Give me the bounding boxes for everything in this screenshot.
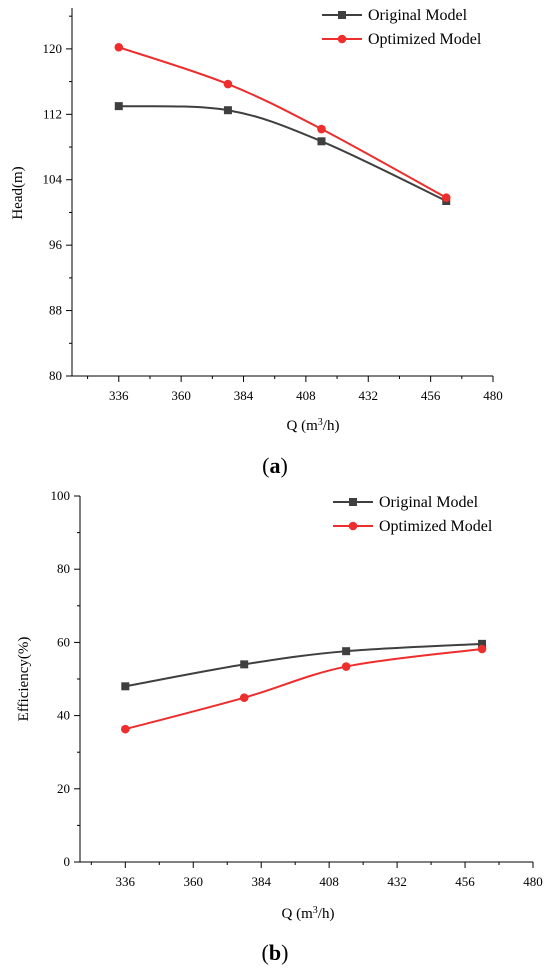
legend-label: Optimized Model	[368, 31, 482, 48]
data-point-original	[114, 102, 123, 111]
head-chart-xlabel: Q (m3/h)	[287, 417, 340, 435]
legend-label: Original Model	[368, 7, 468, 24]
x-tick-label: 480	[483, 388, 503, 403]
y-tick-label: 0	[64, 854, 71, 869]
y-tick-label: 96	[49, 237, 63, 252]
y-tick-label: 80	[57, 561, 70, 576]
data-point-optimized	[114, 42, 124, 52]
x-tick-label: 456	[421, 388, 441, 403]
x-tick-label: 336	[116, 874, 136, 889]
legend-marker	[337, 34, 347, 44]
x-tick-label: 360	[184, 874, 204, 889]
x-tick-label: 408	[319, 874, 339, 889]
head-chart-legend: Original Model Optimized Model	[322, 7, 482, 48]
series-line-original	[125, 642, 483, 688]
legend-marker	[349, 498, 357, 506]
head-chart-axes: 80 88 96 104 112 120 336 360 384 408 432 456 480	[43, 8, 503, 403]
x-tick-label: 456	[455, 874, 475, 889]
y-tick-label: 112	[43, 106, 62, 121]
data-point-optimized	[441, 193, 451, 203]
y-tick-label: 20	[57, 781, 70, 796]
head-chart-ylabel: Head(m)	[10, 166, 26, 219]
head-chart-series	[114, 42, 451, 205]
x-tick-label: 480	[523, 874, 543, 889]
x-tick-label: 360	[171, 388, 191, 403]
data-point-original	[121, 682, 130, 691]
series-line-optimized	[125, 647, 483, 731]
data-point-optimized	[121, 724, 130, 734]
efficiency-chart-axes: 0 20 40 60 80 100 336 360 384 408 432 456 480	[51, 488, 543, 889]
panel-label-b: (b)	[262, 940, 289, 965]
legend-marker	[338, 11, 346, 19]
y-tick-label: 100	[51, 488, 71, 503]
data-point-original	[223, 106, 232, 115]
y-tick-label: 40	[57, 708, 70, 723]
x-tick-label: 432	[387, 874, 407, 889]
series-line-original	[118, 105, 447, 202]
x-tick-label: 336	[109, 388, 129, 403]
head-chart: 80 88 96 104 112 120 336 360 384 408 432 456 480 Ori…	[10, 7, 503, 434]
data-point-original	[240, 660, 249, 669]
legend-label: Original Model	[379, 494, 479, 511]
x-tick-label: 384	[251, 874, 271, 889]
x-tick-label: 432	[359, 388, 379, 403]
x-tick-label: 408	[296, 388, 316, 403]
efficiency-chart-series	[121, 639, 487, 734]
y-tick-label: 120	[43, 41, 63, 56]
y-tick-label: 88	[49, 303, 62, 318]
data-point-optimized	[239, 693, 249, 702]
legend-marker	[348, 521, 358, 531]
efficiency-chart: 0 20 40 60 80 100 336 360 384 408 432 456 480 Origin…	[16, 488, 543, 922]
efficiency-chart-xlabel: Q (m3/h)	[282, 905, 335, 923]
data-point-original	[478, 639, 487, 648]
x-tick-label: 384	[234, 388, 254, 403]
panel-label-a: (a)	[262, 453, 288, 478]
series-line-optimized	[118, 46, 447, 199]
data-point-optimized	[223, 79, 233, 89]
efficiency-chart-legend: Original Model Optimized Model	[333, 494, 493, 535]
data-point-optimized	[477, 644, 487, 654]
legend-label: Optimized Model	[379, 518, 493, 535]
y-tick-label: 60	[57, 634, 70, 649]
efficiency-chart-ylabel: Efficiency(%)	[16, 637, 32, 722]
data-point-optimized	[317, 124, 326, 134]
y-tick-label: 104	[43, 172, 63, 187]
data-point-original	[317, 137, 326, 146]
data-point-original	[342, 647, 351, 656]
data-point-optimized	[341, 662, 351, 671]
y-tick-label: 80	[49, 368, 62, 383]
